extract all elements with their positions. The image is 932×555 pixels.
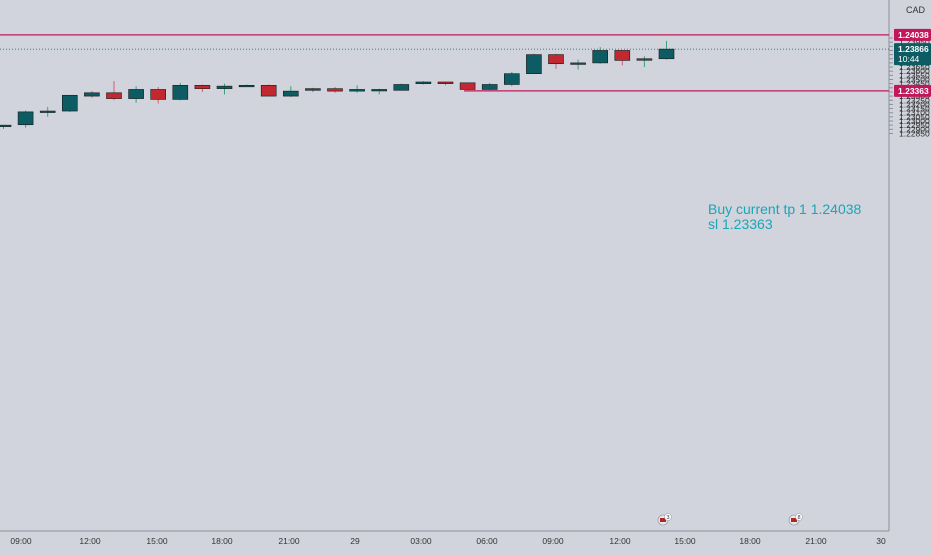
y-tick-label: 1.23500 xyxy=(899,75,930,85)
x-tick-label: 09:00 xyxy=(10,536,32,546)
event-count-text: 8 xyxy=(797,515,800,521)
currency-label: CAD xyxy=(906,5,926,15)
event-flag-stripe xyxy=(660,518,666,522)
y-tick-label: 1.23950 xyxy=(899,37,930,47)
annotation-line-2: sl 1.23363 xyxy=(708,216,773,232)
candle-body[interactable] xyxy=(459,82,476,90)
y-tick-label: 1.23150 xyxy=(899,104,930,114)
y-tick-label: 1.23450 xyxy=(899,79,930,89)
tp-price-badge[interactable] xyxy=(894,28,931,41)
candle-body[interactable] xyxy=(393,84,410,91)
candle-body[interactable] xyxy=(636,58,653,61)
candle-body[interactable] xyxy=(481,84,498,90)
annotation-line-1: Buy current tp 1 1.24038 xyxy=(708,201,862,217)
candle-body[interactable] xyxy=(0,124,12,127)
current-price-badge[interactable] xyxy=(894,43,931,66)
x-tick-label: 15:00 xyxy=(674,536,696,546)
candle-body[interactable] xyxy=(39,110,56,113)
candle-body[interactable] xyxy=(194,85,211,89)
candle-body[interactable] xyxy=(106,92,122,99)
event-count-badge xyxy=(664,513,672,521)
candle-body[interactable] xyxy=(371,89,388,92)
candle-body[interactable] xyxy=(282,90,299,97)
candle-body[interactable] xyxy=(305,88,321,91)
candle-body[interactable] xyxy=(327,88,343,92)
candle-body[interactable] xyxy=(349,89,365,92)
candle-body[interactable] xyxy=(61,94,78,112)
candle-body[interactable] xyxy=(84,92,100,97)
y-tick-label: 1.23200 xyxy=(899,99,930,109)
event-count-text: 3 xyxy=(666,515,669,521)
event-flag-stripe xyxy=(791,518,797,522)
y-tick-label: 1.23550 xyxy=(899,70,930,80)
y-tick-label: 1.23000 xyxy=(899,116,930,126)
candle-body[interactable] xyxy=(548,54,564,65)
candle-body[interactable] xyxy=(238,85,255,88)
x-tick-label: 06:00 xyxy=(476,536,498,546)
sl-price-badge-text: 1.23363 xyxy=(898,86,929,96)
candle-body[interactable] xyxy=(437,81,454,84)
candle-body[interactable] xyxy=(570,62,586,65)
x-tick-label: 18:00 xyxy=(211,536,233,546)
y-tick-label: 1.23600 xyxy=(899,66,930,76)
y-tick-label: 1.22950 xyxy=(899,120,930,130)
x-tick-label: 18:00 xyxy=(739,536,761,546)
tp-price-badge-text: 1.24038 xyxy=(898,30,929,40)
candle-body[interactable] xyxy=(526,54,542,74)
x-tick-label: 21:00 xyxy=(278,536,300,546)
x-tick-label: 30 xyxy=(876,536,886,546)
candle-body[interactable] xyxy=(415,81,432,84)
x-tick-label: 09:00 xyxy=(542,536,564,546)
candle-body[interactable] xyxy=(150,89,166,100)
x-tick-label: 15:00 xyxy=(146,536,168,546)
y-tick-label: 1.23050 xyxy=(899,112,930,122)
candle-body[interactable] xyxy=(614,50,631,61)
sl-price-badge[interactable] xyxy=(894,84,931,97)
candle-body[interactable] xyxy=(503,73,520,85)
candle-body[interactable] xyxy=(128,89,144,99)
y-tick-label: 1.23250 xyxy=(899,95,930,105)
candle-body[interactable] xyxy=(17,111,34,126)
y-tick-label: 1.23650 xyxy=(899,62,930,72)
plot-area xyxy=(0,0,889,531)
x-tick-label: 03:00 xyxy=(410,536,432,546)
x-tick-label: 12:00 xyxy=(609,536,631,546)
y-tick-label: 1.22900 xyxy=(899,124,930,134)
x-tick-label: 12:00 xyxy=(79,536,101,546)
y-tick-label: 1.23100 xyxy=(899,108,930,118)
x-tick-label: 29 xyxy=(350,536,360,546)
y-tick-label: 1.22850 xyxy=(899,128,930,138)
candle-body[interactable] xyxy=(260,85,277,97)
current-price-badge-countdown: 10:44 xyxy=(898,54,920,64)
candle-body[interactable] xyxy=(592,50,609,64)
candle-body[interactable] xyxy=(658,48,675,60)
trade-annotation[interactable]: Buy current tp 1 1.24038 sl 1.23363 xyxy=(708,202,861,232)
event-count-badge xyxy=(795,513,803,521)
candle-body[interactable] xyxy=(216,85,233,89)
x-tick-label: 21:00 xyxy=(805,536,827,546)
candle-body[interactable] xyxy=(172,85,189,100)
current-price-badge-text: 1.23866 xyxy=(898,44,929,54)
